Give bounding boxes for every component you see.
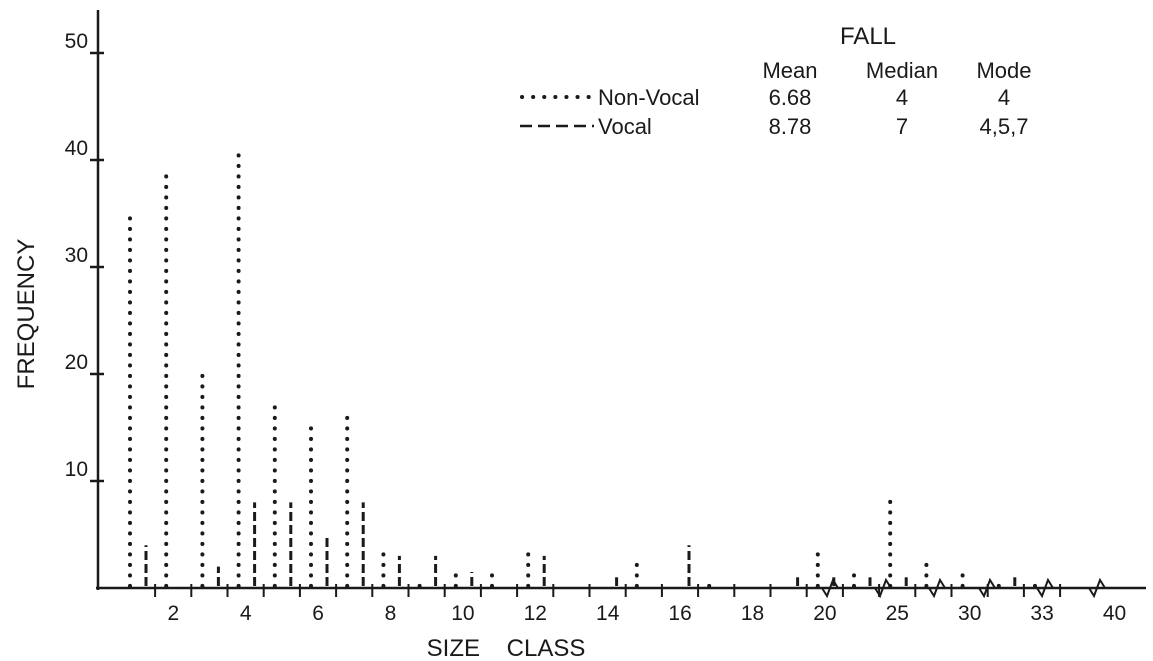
y-tick-label-30: 30 [65,244,88,267]
stats-non-vocal-mode: 4 [998,85,1010,110]
stats-header-mode: Mode [976,58,1031,83]
legend-label-vocal: Vocal [598,114,652,139]
x-tick-label-18: 18 [741,602,764,625]
bars [128,147,1037,588]
x-tick-label-2: 2 [167,602,179,625]
x-tick-label-10: 10 [451,602,474,625]
x-tick-label-14: 14 [596,602,620,625]
x-tick-label-40: 40 [1103,602,1126,625]
legend-samples [520,95,594,128]
legend-label-non-vocal: Non-Vocal [598,85,700,110]
y-axis-ticks: 10 20 30 40 50 [65,30,104,483]
x-tick-label-4: 4 [240,602,252,625]
axis-break-6 [1088,577,1106,599]
chart-title: FALL [840,23,896,50]
y-tick-label-10: 10 [65,458,88,481]
x-tick-label-16: 16 [668,602,691,625]
x-tick-label-25: 25 [886,602,909,625]
y-axis-title: FREQUENCY [13,239,40,390]
axis-break-1 [821,577,839,599]
y-tick-label-40: 40 [65,137,88,160]
x-axis-title: SIZE CLASS [427,635,586,661]
axis-break-3 [928,577,946,599]
stats-non-vocal-median: 4 [896,85,908,110]
axis-break-2 [874,577,892,599]
x-tick-label-33: 33 [1030,602,1053,625]
stats-header-median: Median [866,58,938,83]
axis-break-5 [1036,577,1054,599]
stats-vocal-mode: 4,5,7 [980,114,1029,139]
stats-vocal-mean: 8.78 [769,114,812,139]
y-tick-label-20: 20 [65,351,88,374]
x-axis-ticks: 24681012141618202530334050100 [154,584,1126,625]
legend: Non-Vocal Vocal Mean Median Mode 6.68 4 … [520,58,1032,139]
x-tick-label-12: 12 [524,602,547,625]
stats-vocal-median: 7 [896,114,908,139]
x-tick-label-20: 20 [813,602,836,625]
stats-non-vocal-mean: 6.68 [769,85,812,110]
y-tick-label-50: 50 [65,30,88,53]
x-tick-label-6: 6 [312,602,324,625]
x-tick-label-30: 30 [958,602,981,625]
x-tick-label-8: 8 [385,602,397,625]
stats-header-mean: Mean [762,58,817,83]
